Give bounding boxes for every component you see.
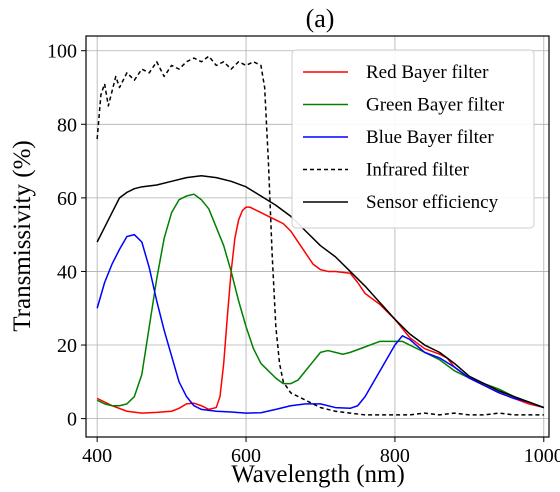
series-line-infrared-filter <box>96 55 544 416</box>
y-tick-label: 40 <box>57 261 77 283</box>
legend-label-blue-bayer-filter: Blue Bayer filter <box>366 127 494 148</box>
x-axis-label: Wavelength (nm) <box>231 461 405 488</box>
series-line-blue-bayer-filter <box>96 233 545 414</box>
y-tick-label: 0 <box>67 409 77 431</box>
plot-frame <box>85 35 550 438</box>
x-tick-label: 400 <box>82 445 112 467</box>
legend-label-red-bayer-filter: Red Bayer filter <box>366 62 489 83</box>
legend-label-green-bayer-filter: Green Bayer filter <box>366 95 505 116</box>
y-tick-label: 100 <box>47 41 77 63</box>
series-lines <box>96 55 545 416</box>
x-tick-label: 1000 <box>524 445 560 467</box>
x-tick-label: 600 <box>231 445 261 467</box>
y-axis-label: Transmissivity (%) <box>9 140 36 331</box>
legend-label-sensor-efficiency: Sensor efficiency <box>366 192 499 213</box>
legend: Red Bayer filter Green Bayer filter Blue B… <box>291 49 535 229</box>
y-tick-label: 80 <box>57 114 77 136</box>
chart-title: (a) <box>306 4 335 33</box>
y-tick-label: 20 <box>57 335 77 357</box>
series-line-red-bayer-filter <box>96 206 544 414</box>
y-tick-label: 60 <box>57 188 77 210</box>
legend-label-infrared-filter: Infrared filter <box>366 160 470 181</box>
x-tick-label: 800 <box>380 445 410 467</box>
axis-ticks: 400 600 800 1000 0 20 40 60 80 100 <box>47 41 560 467</box>
legend-frame <box>291 49 535 229</box>
